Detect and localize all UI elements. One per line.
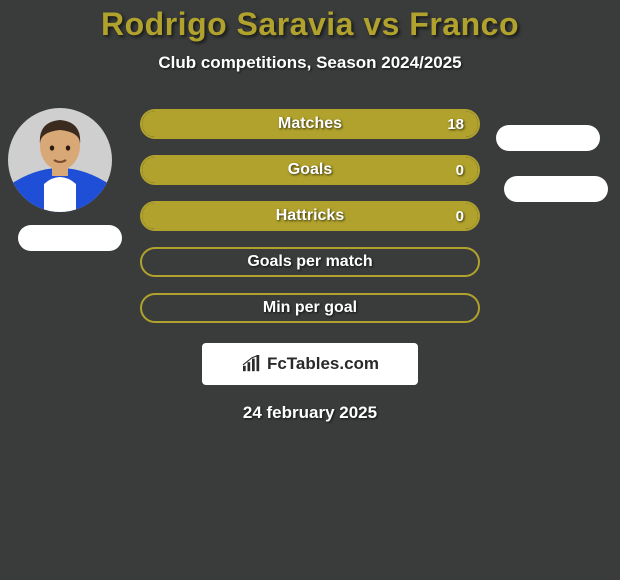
stat-value: 0: [456, 157, 464, 183]
stat-bar: Hattricks 0: [140, 201, 480, 231]
stat-value: 0: [456, 203, 464, 229]
logo: FcTables.com: [241, 354, 379, 374]
stat-content: Min per goal: [142, 295, 478, 321]
stat-content: Hattricks: [142, 203, 478, 229]
stat-bar: Min per goal: [140, 293, 480, 323]
page-title: Rodrigo Saravia vs Franco: [0, 6, 620, 43]
bar-chart-icon: [241, 355, 263, 373]
stat-content: Goals: [142, 157, 478, 183]
stat-bar: Matches 18: [140, 109, 480, 139]
stat-label: Goals per match: [247, 253, 372, 271]
stat-bar: Goals per match: [140, 247, 480, 277]
stat-label: Matches: [278, 115, 342, 133]
stat-label: Min per goal: [263, 299, 357, 317]
stat-row: Min per goal: [0, 285, 620, 331]
stat-content: Goals per match: [142, 249, 478, 275]
logo-text: FcTables.com: [267, 354, 379, 374]
player-avatar-left: [8, 108, 112, 212]
stat-label: Goals: [288, 161, 332, 179]
player-value-pill-r1: [496, 125, 600, 151]
date-label: 24 february 2025: [0, 403, 620, 423]
stat-content: Matches: [142, 111, 478, 137]
player-value-pill-r2: [504, 176, 608, 202]
stat-value: 18: [447, 111, 464, 137]
stat-bar: Goals 0: [140, 155, 480, 185]
stat-label: Hattricks: [276, 207, 344, 225]
player-name-pill-left: [18, 225, 122, 251]
subtitle: Club competitions, Season 2024/2025: [0, 53, 620, 73]
logo-box: FcTables.com: [202, 343, 418, 385]
